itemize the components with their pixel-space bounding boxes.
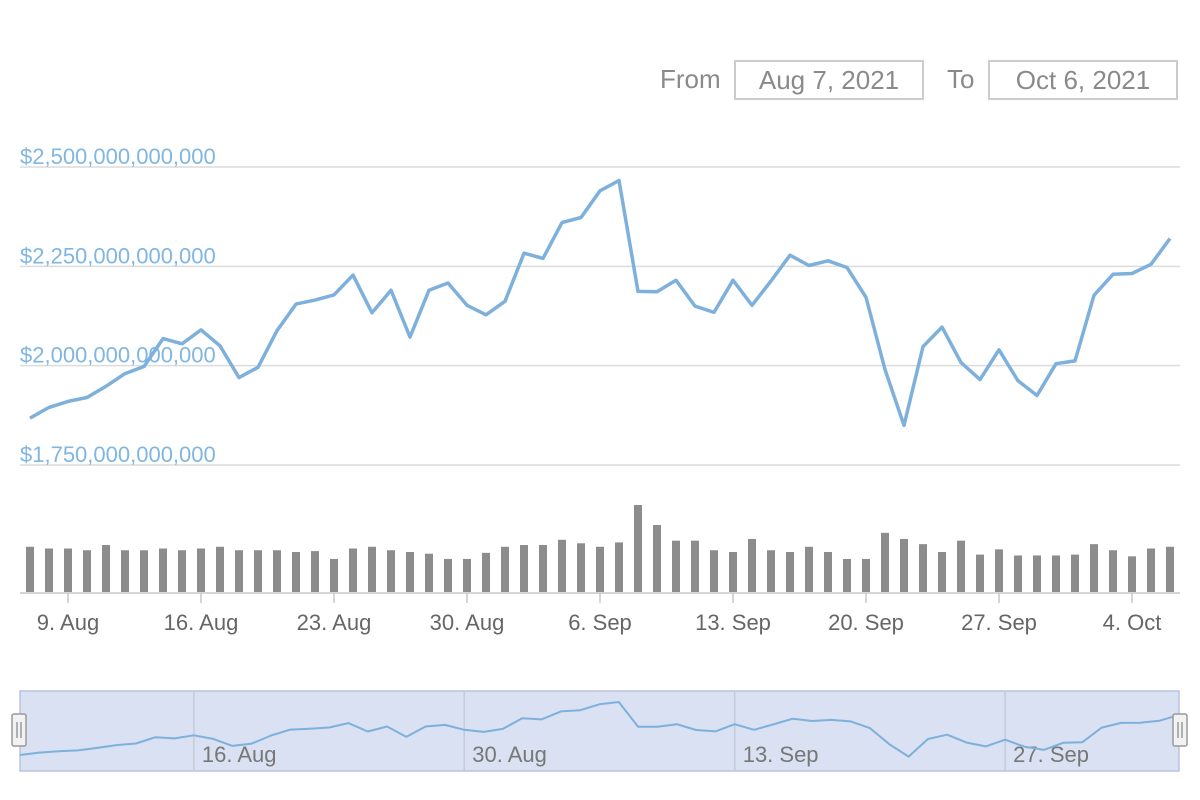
x-tick-label: 20. Sep (828, 610, 904, 635)
volume-bar (767, 550, 775, 592)
volume-bar (463, 558, 471, 592)
volume-bar (539, 545, 547, 592)
volume-bar (1090, 544, 1098, 592)
navigator-right-handle[interactable] (1172, 713, 1188, 747)
y-tick-label: $2,250,000,000,000 (20, 243, 216, 268)
volume-bar (444, 558, 452, 592)
price-line (29, 178, 1172, 428)
volume-bar (1128, 556, 1136, 592)
volume-bar (748, 538, 756, 592)
x-tick-label: 27. Sep (961, 610, 1037, 635)
volume-bar (710, 550, 718, 592)
volume-bar (387, 550, 395, 592)
volume-bar (1071, 554, 1079, 592)
volume-bar (824, 551, 832, 592)
volume-bar (520, 545, 528, 592)
volume-bar (919, 544, 927, 592)
x-tick-label: 13. Sep (695, 610, 771, 635)
volume-bar (159, 548, 167, 592)
volume-bar (292, 551, 300, 592)
volume-bar (577, 543, 585, 592)
volume-bar (1147, 548, 1155, 592)
volume-bar (406, 551, 414, 592)
volume-bar (615, 542, 623, 592)
volume-bar (805, 546, 813, 592)
volume-bar (425, 553, 433, 592)
volume-bar (330, 558, 338, 592)
volume-bar (45, 548, 53, 592)
x-tick-label: 4. Oct (1103, 610, 1162, 635)
x-tick-label: 30. Aug (430, 610, 505, 635)
x-tick-label: 16. Aug (164, 610, 239, 635)
volume-bar (976, 554, 984, 592)
volume-bar (995, 549, 1003, 592)
volume-bar (843, 558, 851, 592)
volume-bar (862, 558, 870, 592)
volume-bar (1014, 555, 1022, 592)
volume-bar (881, 532, 889, 592)
volume-bar (900, 538, 908, 592)
from-date-input[interactable]: Aug 7, 2021 (734, 60, 924, 100)
volume-bar (140, 550, 148, 592)
volume-bar (482, 552, 490, 592)
volume-bar (1166, 546, 1174, 592)
volume-bar (501, 546, 509, 592)
volume-bar (311, 551, 319, 592)
volume-bar (235, 550, 243, 592)
volume-bar (102, 545, 110, 592)
x-tick-label: 23. Aug (297, 610, 372, 635)
volume-bar (596, 546, 604, 592)
volume-bar (254, 550, 262, 592)
volume-bar (1109, 550, 1117, 592)
volume-bar (178, 550, 186, 592)
to-date-input[interactable]: Oct 6, 2021 (988, 60, 1178, 100)
volume-bar (349, 548, 357, 592)
volume-bar (957, 540, 965, 592)
navigator-tick-label: 13. Sep (743, 742, 819, 767)
x-tick-label: 9. Aug (37, 610, 99, 635)
volume-bar (938, 551, 946, 592)
volume-bar (653, 525, 661, 592)
volume-bar (634, 505, 642, 592)
volume-bar (121, 550, 129, 592)
volume-bar (216, 546, 224, 592)
x-tick-label: 6. Sep (568, 610, 632, 635)
volume-bar (729, 551, 737, 592)
y-tick-label: $2,000,000,000,000 (20, 343, 216, 368)
volume-bar (64, 548, 72, 592)
volume-bar (26, 546, 34, 592)
volume-bar (786, 551, 794, 592)
volume-bar (273, 550, 281, 592)
volume-bar (197, 548, 205, 592)
volume-bar (1052, 555, 1060, 592)
y-tick-label: $1,750,000,000,000 (20, 442, 216, 467)
volume-bar (672, 540, 680, 592)
navigator-line (19, 701, 1180, 758)
volume-bar (1033, 555, 1041, 592)
navigator-tick-label: 16. Aug (202, 742, 277, 767)
volume-bar (691, 540, 699, 592)
volume-bar (558, 539, 566, 592)
navigator-tick-label: 30. Aug (472, 742, 547, 767)
from-label: From (660, 64, 721, 94)
volume-bar (83, 550, 91, 592)
volume-bar (368, 546, 376, 592)
y-tick-label: $2,500,000,000,000 (20, 144, 216, 169)
navigator-left-handle[interactable] (11, 713, 27, 747)
to-label: To (947, 64, 975, 94)
